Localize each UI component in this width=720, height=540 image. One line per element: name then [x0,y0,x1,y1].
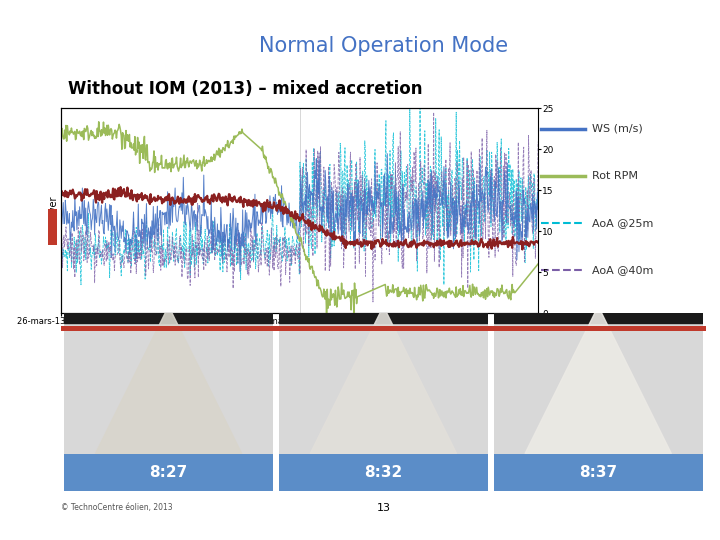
Text: Without IOM (2013) – mixed accretion: Without IOM (2013) – mixed accretion [68,80,422,98]
Text: AoA @40m: AoA @40m [592,265,653,275]
Polygon shape [96,306,242,454]
Text: 8:37: 8:37 [579,465,617,480]
Text: TCE: TCE [19,290,40,336]
Y-axis label: Power: Power [48,196,58,225]
Text: © TechnoCentre éolien, 2013: © TechnoCentre éolien, 2013 [61,503,173,512]
Bar [494,313,703,323]
Text: WS (m/s): WS (m/s) [592,124,642,133]
Text: 13: 13 [377,503,390,512]
Polygon shape [310,306,456,454]
Bar [279,313,488,323]
Polygon shape [525,306,671,454]
Bar [64,313,273,323]
Text: Normal Operation Mode: Normal Operation Mode [258,36,508,56]
Text: AoA @25m: AoA @25m [592,218,653,228]
Text: 8:27: 8:27 [150,465,188,480]
Text: 8:32: 8:32 [364,465,402,480]
Text: Rot RPM: Rot RPM [592,171,638,181]
